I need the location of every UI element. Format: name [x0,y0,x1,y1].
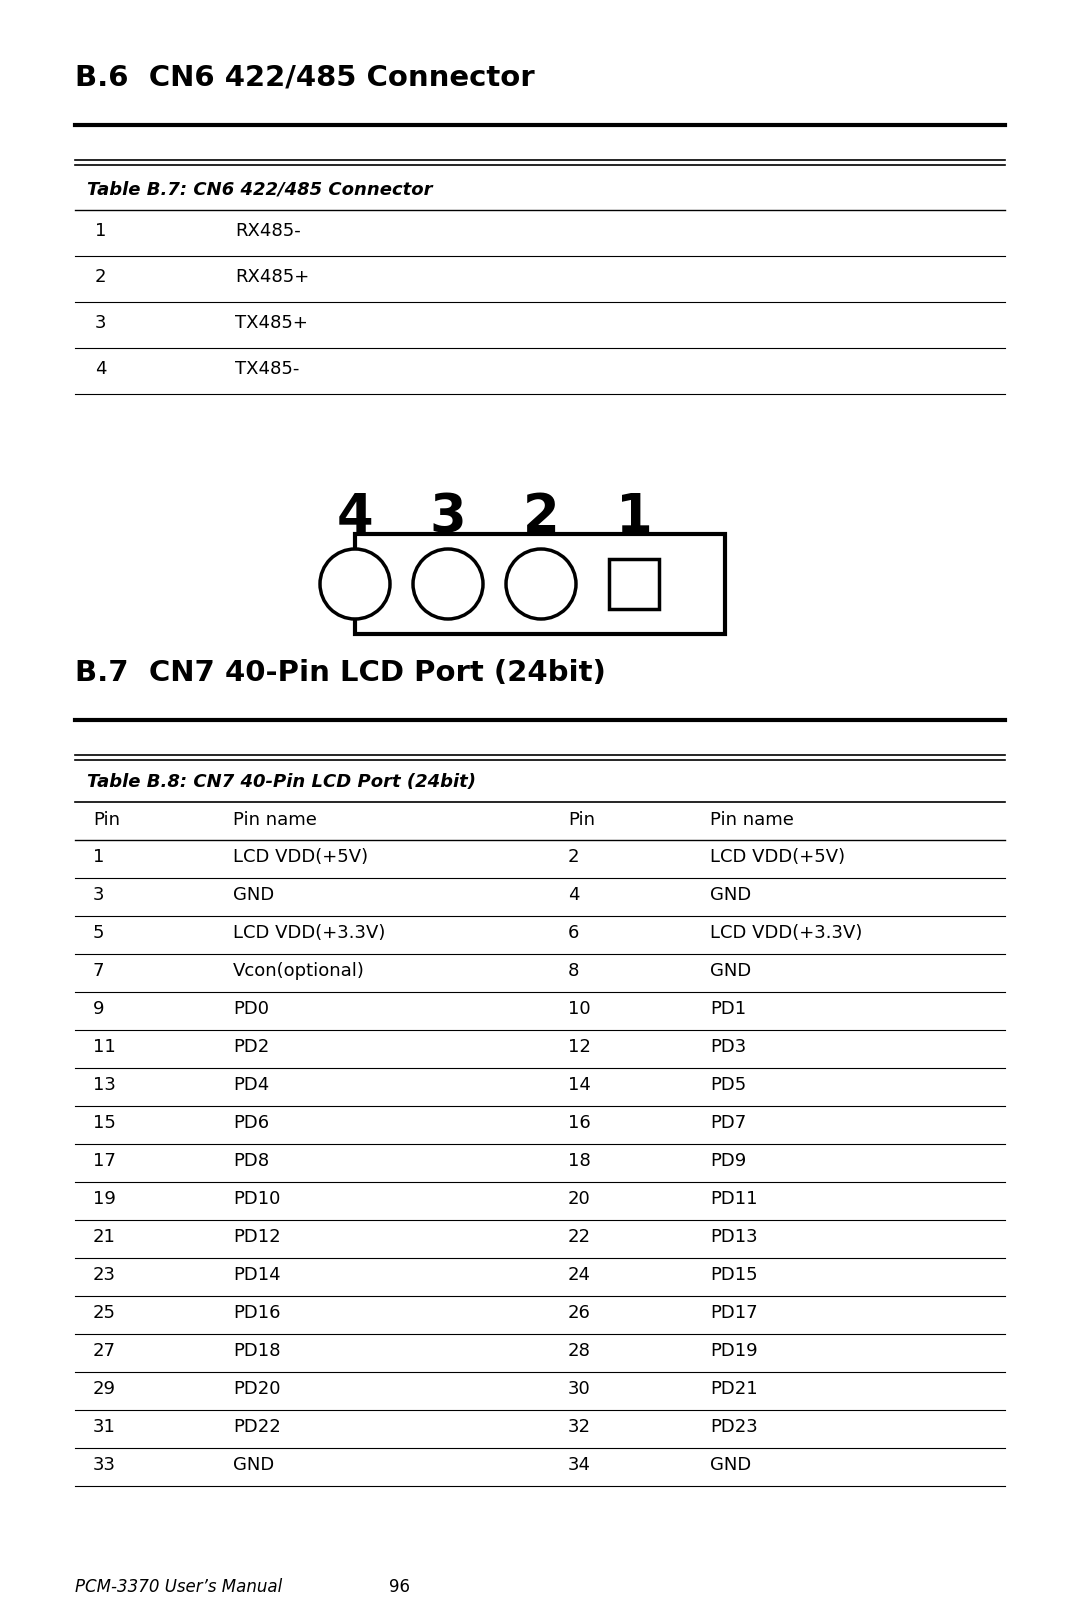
Text: PD3: PD3 [710,1038,746,1056]
Text: Pin name: Pin name [233,811,316,829]
Text: GND: GND [710,962,752,980]
Text: PD10: PD10 [233,1191,281,1208]
Text: PD21: PD21 [710,1380,758,1398]
Text: 32: 32 [568,1418,591,1435]
Text: 21: 21 [93,1228,116,1246]
Text: 4: 4 [337,491,374,543]
Text: 7: 7 [93,962,105,980]
Text: 1: 1 [616,491,652,543]
Text: 28: 28 [568,1341,591,1361]
Text: 23: 23 [93,1267,116,1285]
Text: 17: 17 [93,1152,116,1169]
Text: 3: 3 [430,491,467,543]
Text: PD0: PD0 [233,1001,269,1019]
Text: 10: 10 [568,1001,591,1019]
Text: 8: 8 [568,962,579,980]
Text: Pin: Pin [568,811,595,829]
Text: 2: 2 [523,491,559,543]
Text: LCD VDD(+5V): LCD VDD(+5V) [710,848,846,866]
Text: PD17: PD17 [710,1304,758,1322]
Circle shape [320,548,390,620]
Text: PD15: PD15 [710,1267,758,1285]
Text: 1: 1 [93,848,105,866]
Text: PD9: PD9 [710,1152,746,1169]
Text: PD19: PD19 [710,1341,758,1361]
Text: 24: 24 [568,1267,591,1285]
Text: 4: 4 [568,886,580,903]
Text: PD16: PD16 [233,1304,281,1322]
Text: B.6  CN6 422/485 Connector: B.6 CN6 422/485 Connector [75,63,535,92]
Text: 29: 29 [93,1380,116,1398]
Text: PD1: PD1 [710,1001,746,1019]
Text: 20: 20 [568,1191,591,1208]
Circle shape [507,548,576,620]
Text: 33: 33 [93,1457,116,1474]
Text: 2: 2 [568,848,580,866]
Text: 14: 14 [568,1075,591,1095]
Text: 96: 96 [390,1578,410,1596]
Text: TX485-: TX485- [235,360,299,378]
Text: PD2: PD2 [233,1038,269,1056]
Text: 9: 9 [93,1001,105,1019]
Text: PD5: PD5 [710,1075,746,1095]
Text: 30: 30 [568,1380,591,1398]
Text: 34: 34 [568,1457,591,1474]
Text: 16: 16 [568,1114,591,1132]
Text: GND: GND [710,1457,752,1474]
Text: 15: 15 [93,1114,116,1132]
Text: PCM-3370 User’s Manual: PCM-3370 User’s Manual [75,1578,282,1596]
Text: GND: GND [233,886,274,903]
Text: 3: 3 [93,886,105,903]
Text: GND: GND [710,886,752,903]
Text: 11: 11 [93,1038,116,1056]
Text: LCD VDD(+3.3V): LCD VDD(+3.3V) [710,925,862,942]
Text: 25: 25 [93,1304,116,1322]
Text: 3: 3 [95,313,107,333]
Text: 19: 19 [93,1191,116,1208]
Text: PD11: PD11 [710,1191,757,1208]
Text: 27: 27 [93,1341,116,1361]
Text: LCD VDD(+5V): LCD VDD(+5V) [233,848,368,866]
Text: Pin name: Pin name [710,811,794,829]
Text: Pin: Pin [93,811,120,829]
Circle shape [413,548,483,620]
Text: PD18: PD18 [233,1341,281,1361]
Text: RX485-: RX485- [235,222,300,240]
Text: 31: 31 [93,1418,116,1435]
Text: 2: 2 [95,268,107,285]
Text: 22: 22 [568,1228,591,1246]
Text: Table B.8: CN7 40-Pin LCD Port (24bit): Table B.8: CN7 40-Pin LCD Port (24bit) [87,774,476,792]
Text: PD22: PD22 [233,1418,281,1435]
Text: PD6: PD6 [233,1114,269,1132]
Text: RX485+: RX485+ [235,268,309,285]
Text: 4: 4 [95,360,107,378]
Text: 1: 1 [95,222,106,240]
Text: 6: 6 [568,925,579,942]
Text: LCD VDD(+3.3V): LCD VDD(+3.3V) [233,925,386,942]
Text: PD4: PD4 [233,1075,269,1095]
Text: PD8: PD8 [233,1152,269,1169]
Text: PD14: PD14 [233,1267,281,1285]
Text: PD7: PD7 [710,1114,746,1132]
Text: 13: 13 [93,1075,116,1095]
Text: 26: 26 [568,1304,591,1322]
Text: Vcon(optional): Vcon(optional) [233,962,365,980]
Text: PD20: PD20 [233,1380,281,1398]
Text: PD13: PD13 [710,1228,758,1246]
Text: 18: 18 [568,1152,591,1169]
Bar [355,534,725,634]
Text: 12: 12 [568,1038,591,1056]
Text: PD12: PD12 [233,1228,281,1246]
Text: 5: 5 [93,925,105,942]
Bar [609,560,659,608]
Text: Table B.7: CN6 422/485 Connector: Table B.7: CN6 422/485 Connector [87,182,432,200]
Text: B.7  CN7 40-Pin LCD Port (24bit): B.7 CN7 40-Pin LCD Port (24bit) [75,659,606,688]
Text: PD23: PD23 [710,1418,758,1435]
Text: GND: GND [233,1457,274,1474]
Text: TX485+: TX485+ [235,313,308,333]
